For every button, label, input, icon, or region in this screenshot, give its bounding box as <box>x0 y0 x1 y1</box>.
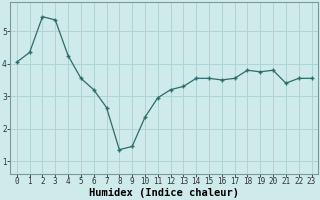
X-axis label: Humidex (Indice chaleur): Humidex (Indice chaleur) <box>89 188 239 198</box>
